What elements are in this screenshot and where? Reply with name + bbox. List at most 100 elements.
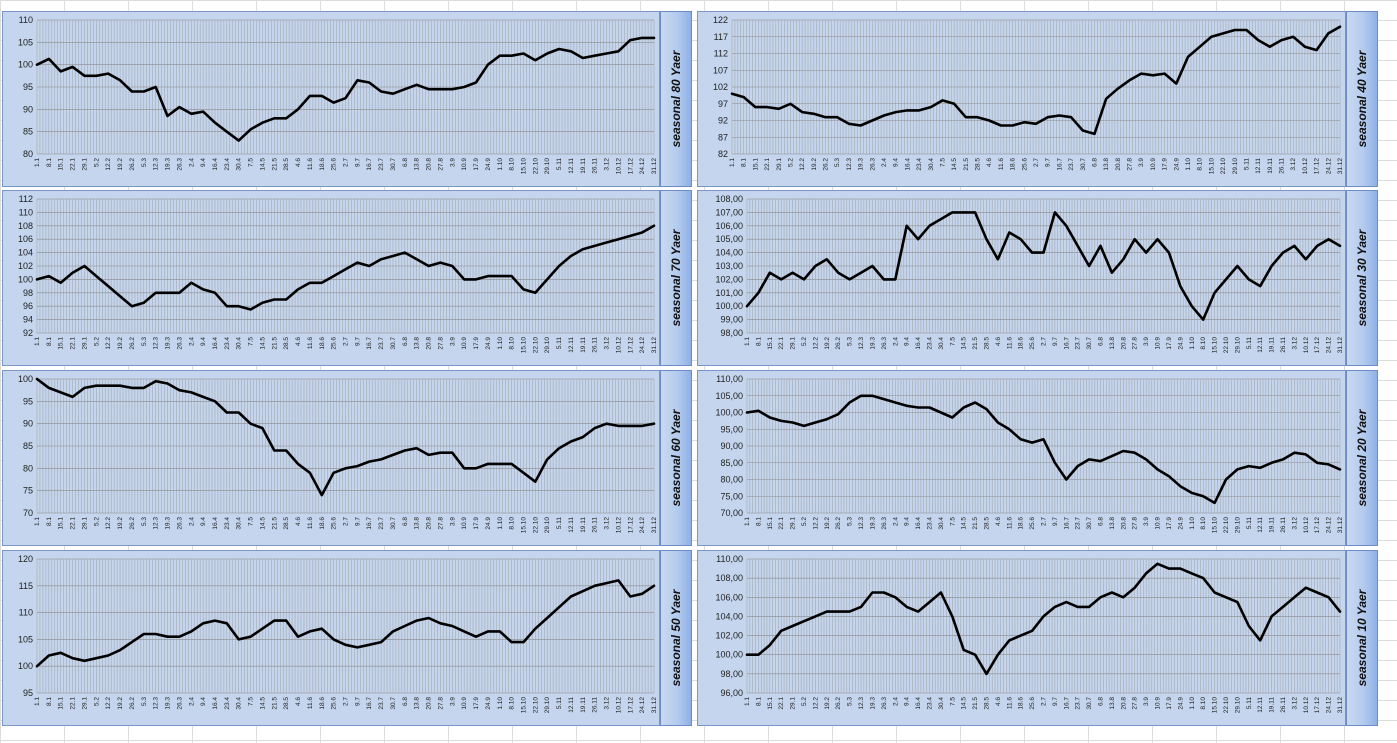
x-tick-label: 15.1: [767, 517, 774, 530]
x-tick-label: 15.10: [1212, 337, 1219, 354]
x-tick-label: 14.5: [961, 517, 968, 530]
x-tick-label: 12.2: [812, 697, 819, 710]
x-tick-label: 19.11: [1269, 697, 1276, 713]
x-tick-label: 6.8: [1098, 517, 1105, 526]
x-tick-label: 15.1: [752, 158, 759, 171]
label-text: seasonal 70 Yaer: [669, 229, 683, 327]
x-tick-label: 10.9: [461, 337, 468, 350]
x-tick-label: 24.12: [1326, 337, 1333, 354]
x-tick-label: 24.9: [1177, 517, 1184, 530]
x-tick-label: 1.1: [34, 158, 41, 167]
x-tick-label: 23.7: [378, 517, 385, 530]
x-tick-label: 2.7: [343, 517, 350, 526]
x-tick-label: 3.9: [1143, 697, 1150, 706]
y-tick-label: 106,00: [715, 221, 743, 231]
x-tick-label: 17.12: [1314, 337, 1321, 354]
x-tick-label: 2.4: [188, 517, 195, 526]
x-tick-label: 29.10: [544, 697, 551, 714]
x-tick-label: 12.2: [105, 697, 112, 710]
x-tick-label: 17.9: [1166, 517, 1173, 530]
x-tick-label: 17.9: [473, 697, 480, 710]
x-tick-label: 16.7: [1063, 337, 1070, 350]
x-tick-label: 12.2: [799, 158, 806, 171]
x-tick-label: 22.1: [778, 697, 785, 710]
x-tick-label: 15.10: [520, 158, 527, 175]
x-tick-label: 19.3: [869, 697, 876, 710]
x-tick-label: 26.11: [592, 158, 599, 174]
x-tick-label: 5.11: [1243, 158, 1250, 171]
x-tick-label: 29.1: [81, 158, 88, 171]
x-tick-label: 5.11: [556, 517, 563, 530]
x-tick-label: 13.8: [414, 158, 421, 171]
x-tick-label: 24.9: [1173, 158, 1180, 171]
x-tick-label: 26.2: [835, 697, 842, 710]
x-tick-label: 19.11: [1269, 517, 1276, 533]
x-tick-label: 3.9: [1143, 337, 1150, 346]
y-tick-label: 100: [18, 374, 33, 384]
chart-seasonal-70: 112 110 108 106 104 102 100 98 96 94 921.1 8.1 15.1 2…: [2, 190, 660, 366]
x-tick-label: 29.10: [1234, 337, 1241, 354]
x-tick-label: 3.9: [449, 697, 456, 706]
x-tick-label: 11.6: [1006, 337, 1013, 350]
x-tick-label: 3.9: [1138, 158, 1145, 167]
x-tick-label: 2.4: [892, 697, 899, 706]
x-tick-label: 19.3: [869, 337, 876, 350]
x-tick-label: 7.5: [939, 158, 946, 167]
x-tick-label: 22.1: [764, 158, 771, 171]
x-tick-label: 23.7: [1075, 697, 1082, 710]
x-tick-label: 5.2: [93, 697, 100, 706]
x-tick-label: 3.12: [604, 517, 611, 530]
x-tick-label: 1.10: [497, 158, 504, 171]
label-seasonal-20: seasonal 20 Yaer: [1346, 370, 1378, 546]
x-tick-label: 8.10: [509, 517, 516, 530]
x-tick-label: 30.7: [1086, 697, 1093, 710]
x-tick-label: 23.4: [916, 158, 923, 171]
x-tick-label: 5.11: [556, 158, 563, 171]
x-tick-label: 27.8: [437, 337, 444, 350]
x-tick-label: 2.4: [892, 517, 899, 526]
x-tick-label: 8.10: [509, 158, 516, 171]
x-tick-label: 16.4: [212, 697, 219, 710]
x-tick-label: 19.3: [165, 697, 172, 710]
x-tick-label: 5.3: [834, 158, 841, 167]
x-tick-label: 25.6: [1029, 337, 1036, 350]
x-tick-label: 18.6: [1018, 337, 1025, 350]
y-tick-label: 98,00: [720, 328, 743, 338]
series-line: [730, 25, 1342, 136]
x-tick-label: 4.6: [295, 158, 302, 167]
x-tick-label: 27.8: [1127, 158, 1134, 171]
x-tick-label: 10.12: [1302, 158, 1309, 175]
x-tick-label: 12.2: [105, 158, 112, 171]
x-tick-label: 11.6: [1006, 517, 1013, 530]
x-tick-label: 22.10: [1223, 337, 1230, 354]
chart-seasonal-40: 122 117 112 107 102 97 92 87 821.1 8.1 15.1 22.1 29.…: [697, 11, 1346, 187]
x-tick-label: 20.8: [1120, 337, 1127, 350]
x-tick-label: 13.8: [1109, 697, 1116, 710]
series-line: [35, 36, 656, 142]
x-tick-label: 8.10: [509, 337, 516, 350]
x-tick-label: 26.11: [592, 697, 599, 713]
chart-seasonal-60: 100 95 90 85 80 75 701.1 8.1 15.1 22.1 29.1 5.2 12.2…: [2, 370, 660, 546]
x-tick-label: 26.2: [129, 337, 136, 350]
y-tick-label: 102,00: [715, 274, 743, 284]
x-tick-label: 7.5: [248, 158, 255, 167]
x-tick-label: 8.10: [1200, 517, 1207, 530]
x-tick-label: 21.5: [271, 517, 278, 530]
x-tick-label: 26.2: [835, 337, 842, 350]
x-tick-label: 23.7: [378, 697, 385, 710]
y-tick-label: 94: [23, 315, 33, 325]
x-tick-label: 24.9: [1177, 697, 1184, 710]
x-tick-label: 29.10: [1234, 517, 1241, 534]
label-seasonal-60: seasonal 60 Yaer: [660, 370, 692, 546]
label-text: seasonal 20 Yaer: [1355, 409, 1369, 507]
x-tick-label: 29.1: [81, 337, 88, 350]
x-tick-label: 1.1: [34, 517, 41, 526]
label-seasonal-70: seasonal 70 Yaer: [660, 190, 692, 366]
y-tick-label: 96: [23, 301, 33, 311]
x-tick-label: 6.8: [1091, 158, 1098, 167]
x-tick-label: 12.2: [812, 337, 819, 350]
x-tick-label: 22.10: [1223, 697, 1230, 714]
x-tick-label: 17.9: [473, 158, 480, 171]
label-text: seasonal 30 Yaer: [1355, 229, 1369, 327]
x-tick-label: 26.2: [129, 697, 136, 710]
